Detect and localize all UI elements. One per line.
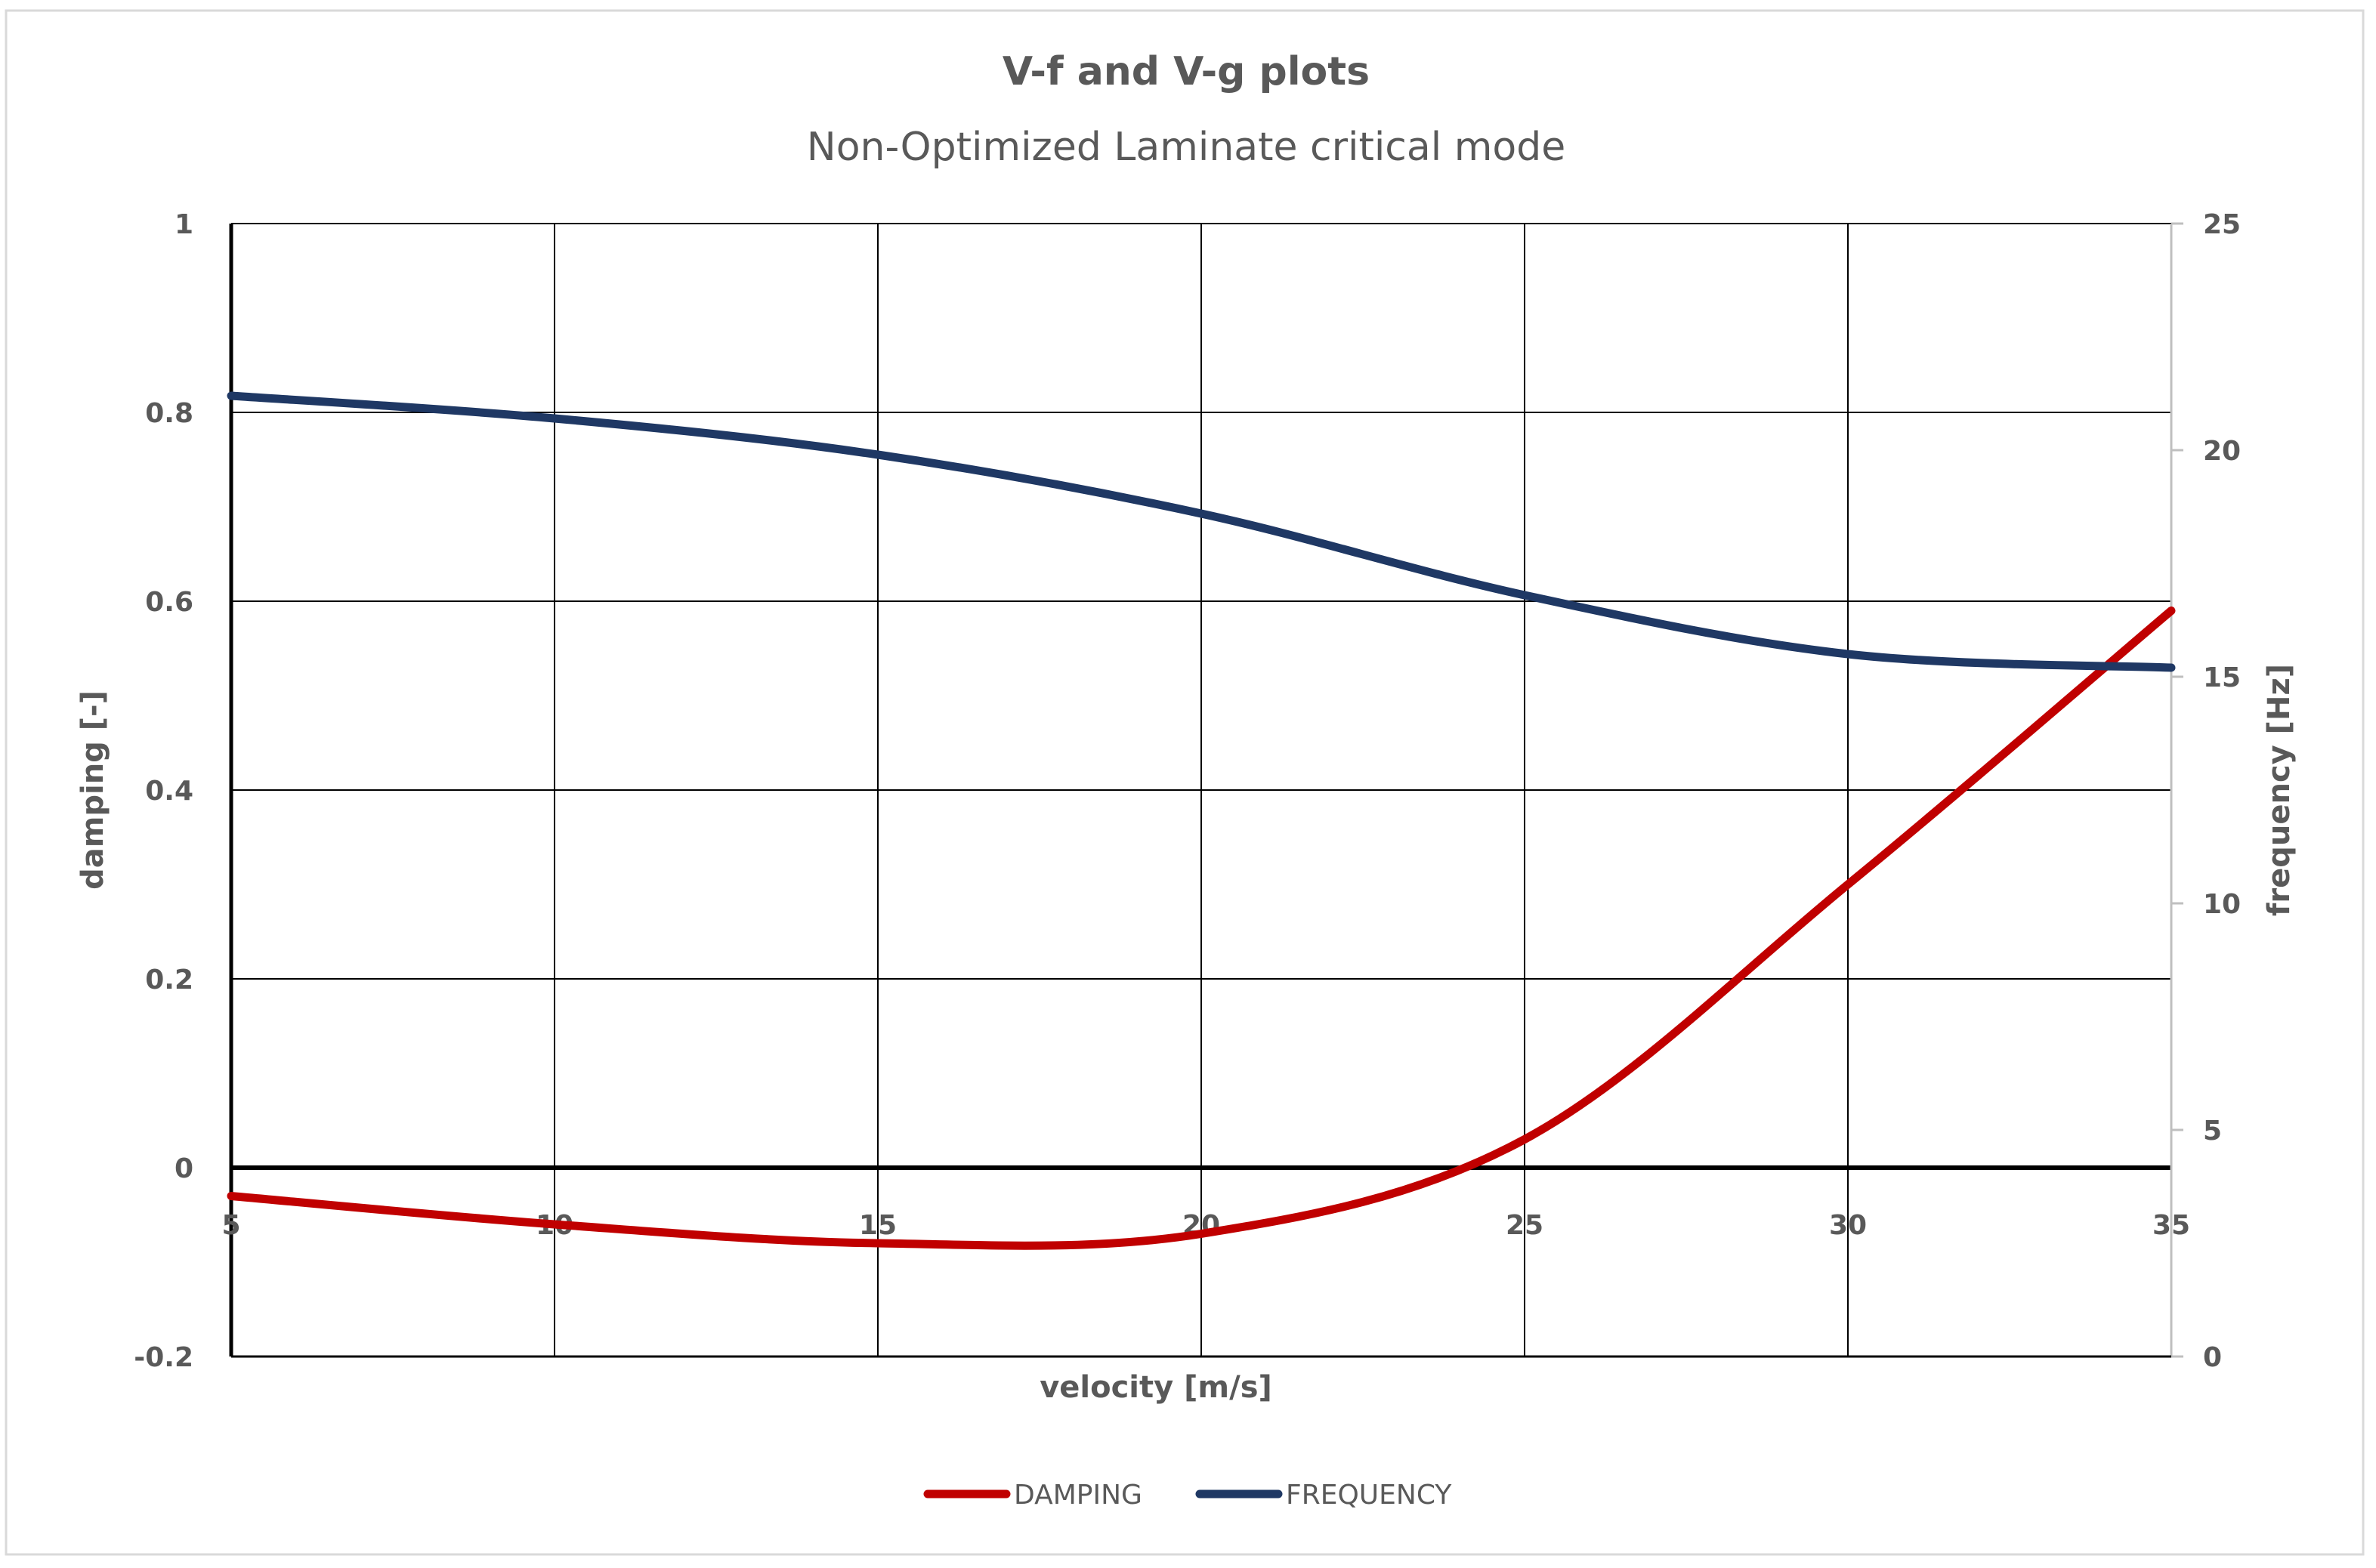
axes [229,222,2183,1358]
grid-lines [230,223,2172,1357]
y-tick-label: 0.8 [145,398,193,429]
series-line-frequency [227,391,2176,672]
x-tick-label: 35 [2152,1210,2190,1241]
y2-tick-label: 0 [2203,1342,2222,1373]
legend-label-frequency: FREQUENCY [1286,1480,1452,1511]
y2-tick-label: 15 [2203,662,2241,693]
y2-tick-label: 25 [2203,209,2241,240]
y-axis-label: damping [-] [76,690,110,890]
y2-tick-label: 10 [2203,889,2241,920]
legend: DAMPING FREQUENCY [923,1480,1452,1511]
y-tick-label: 0.6 [145,587,193,618]
chart-subtitle: Non-Optimized Laminate critical mode [807,125,1565,170]
x-axis-label: velocity [m/s] [1040,1370,1272,1405]
y-tick-label: -0.2 [134,1342,193,1373]
y2-tick-label: 20 [2203,436,2241,467]
series-lines [227,391,2176,1250]
series-line-damping [227,607,2176,1250]
legend-label-damping: DAMPING [1014,1480,1142,1511]
y-tick-label: 0.2 [145,965,193,995]
x-tick-label: 25 [1506,1210,1543,1241]
y-tick-label: 0.4 [145,776,193,807]
y2-tick-label: 5 [2203,1116,2222,1147]
chart-frame [5,9,2365,1556]
x-tick-label: 30 [1829,1210,1867,1241]
tick-labels: 5 10 15 20 25 30 35-0.200.20.40.60.81051015202… [134,209,2241,1373]
y-tick-label: 1 [175,209,193,240]
x-tick-label: 5 [221,1210,240,1241]
chart-title: V-f and V-g plots [1003,49,1370,94]
x-tick-label: 15 [859,1210,897,1241]
y2-axis-label: frequency [Hz] [2262,664,2297,916]
y-tick-label: 0 [175,1153,193,1184]
